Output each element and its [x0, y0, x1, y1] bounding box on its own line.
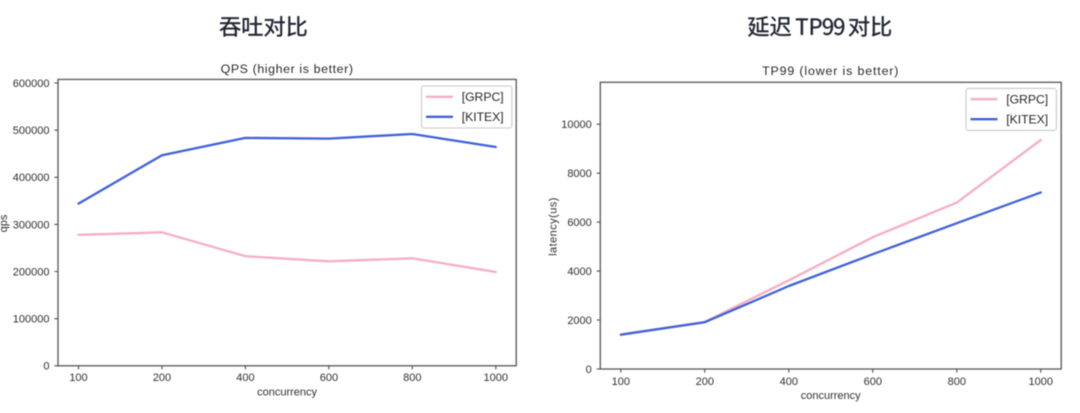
svg-text:400000: 400000	[13, 172, 50, 184]
svg-text:1000: 1000	[484, 372, 508, 384]
svg-text:concurrency: concurrency	[801, 390, 861, 402]
svg-text:0: 0	[43, 361, 49, 373]
svg-text:8000: 8000	[567, 168, 591, 180]
svg-text:200: 200	[696, 376, 714, 388]
svg-text:600: 600	[320, 372, 338, 384]
svg-text:100: 100	[69, 372, 87, 384]
svg-text:200000: 200000	[13, 266, 50, 278]
svg-text:QPS (higher is better): QPS (higher is better)	[221, 62, 354, 76]
svg-text:TP99 (lower is better): TP99 (lower is better)	[762, 64, 899, 78]
svg-text:2000: 2000	[567, 315, 591, 327]
svg-text:400: 400	[780, 376, 798, 388]
svg-text:concurrency: concurrency	[257, 386, 317, 398]
svg-text:1000: 1000	[1029, 376, 1053, 388]
svg-text:4000: 4000	[567, 266, 591, 278]
svg-text:[KITEX]: [KITEX]	[1006, 113, 1048, 127]
svg-text:10000: 10000	[561, 119, 592, 131]
svg-text:300000: 300000	[13, 219, 50, 231]
svg-text:6000: 6000	[567, 217, 591, 229]
svg-text:[GRPC]: [GRPC]	[1006, 93, 1048, 107]
svg-text:200: 200	[153, 372, 171, 384]
svg-text:500000: 500000	[13, 125, 50, 137]
svg-text:[KITEX]: [KITEX]	[462, 110, 504, 124]
svg-text:600000: 600000	[13, 78, 50, 90]
svg-text:800: 800	[948, 376, 966, 388]
svg-text:0: 0	[586, 364, 592, 376]
svg-text:latency(us): latency(us)	[548, 197, 560, 256]
svg-text:600: 600	[864, 376, 882, 388]
svg-text:100: 100	[612, 376, 630, 388]
svg-text:400: 400	[236, 372, 254, 384]
svg-text:800: 800	[403, 372, 421, 384]
svg-text:100000: 100000	[13, 314, 50, 326]
svg-text:qps: qps	[0, 214, 10, 232]
svg-text:[GRPC]: [GRPC]	[462, 90, 504, 104]
